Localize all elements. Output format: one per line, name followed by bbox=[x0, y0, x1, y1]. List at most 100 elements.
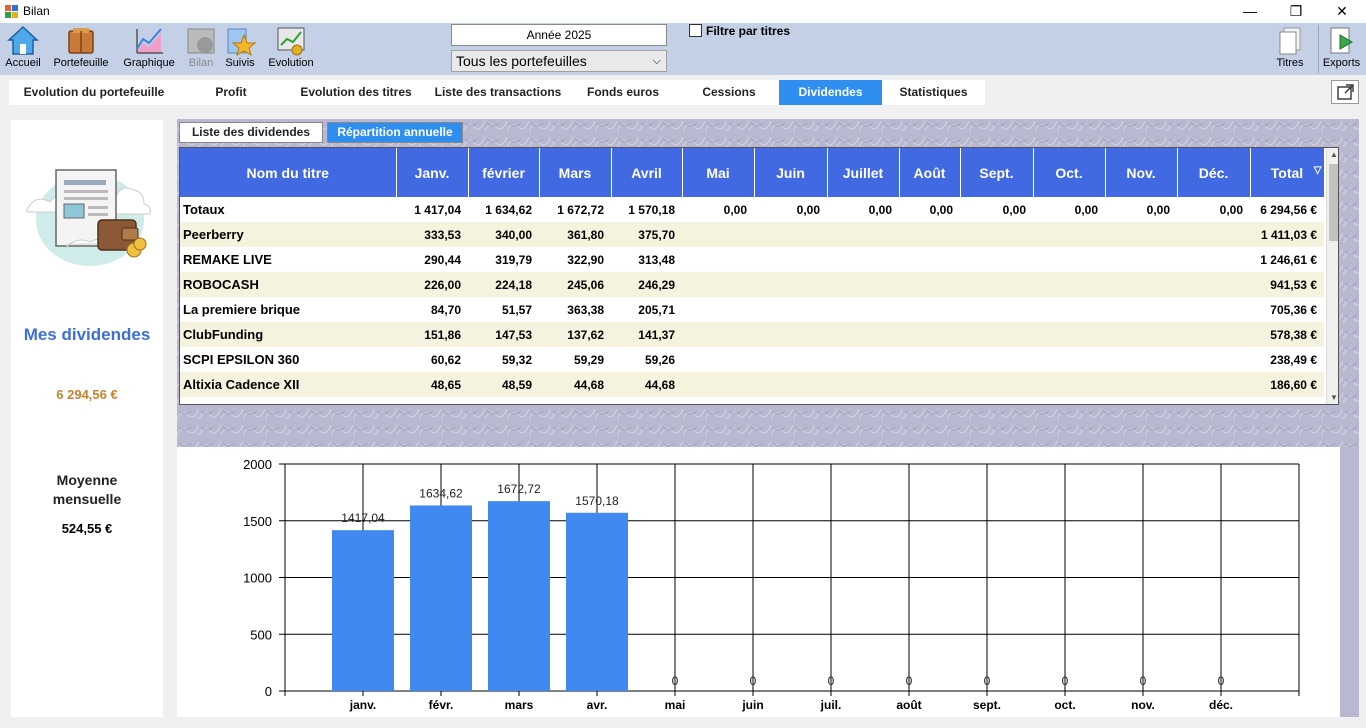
exports-button[interactable]: Exports bbox=[1318, 25, 1364, 73]
amount-cell bbox=[960, 247, 1033, 272]
table-row[interactable]: ClubFunding 151,86 147,53 137,62 141,37 578,3… bbox=[180, 322, 1324, 347]
amount-cell: 0,00 bbox=[868, 202, 892, 217]
column-header[interactable]: Mai bbox=[682, 148, 755, 197]
tab-statistiques[interactable]: Statistiques bbox=[899, 85, 968, 99]
column-header[interactable]: Août bbox=[899, 148, 961, 197]
column-header-label: février bbox=[482, 164, 525, 181]
tab-cessions[interactable]: Cessions bbox=[702, 85, 756, 99]
scroll-down-icon[interactable]: ▼ bbox=[1330, 393, 1338, 402]
evolution-button[interactable]: Evolution bbox=[264, 25, 318, 73]
home-icon bbox=[7, 25, 39, 55]
portfolio-dropdown[interactable]: Tous les portefeuilles ⌵ bbox=[451, 50, 667, 72]
popout-button[interactable] bbox=[1331, 80, 1359, 104]
amount-cell bbox=[1177, 322, 1250, 347]
bar-value-label: 1634,62 bbox=[419, 486, 463, 500]
table-vertical-scrollbar[interactable]: ▲ ▼ bbox=[1326, 148, 1338, 404]
amount-cell bbox=[899, 272, 960, 297]
portefeuille-label: Portefeuille bbox=[53, 57, 109, 69]
amount-cell: 0,00 bbox=[723, 202, 747, 217]
amount-cell bbox=[1177, 372, 1250, 397]
column-header[interactable]: Oct. bbox=[1033, 148, 1106, 197]
suivis-button[interactable]: Suivis bbox=[222, 25, 258, 73]
column-header[interactable]: Juillet bbox=[827, 148, 900, 197]
amount-cell bbox=[960, 372, 1033, 397]
amount-cell bbox=[960, 297, 1033, 322]
amount-cell bbox=[827, 322, 899, 347]
security-name-cell: Peerberry bbox=[180, 222, 396, 247]
amount-cell: 333,53 bbox=[396, 222, 468, 247]
table-row[interactable]: Totaux 1 417,04 1 634,62 1 672,72 1 570,18 0,… bbox=[180, 197, 1324, 222]
y-tick-label: 0 bbox=[265, 684, 272, 699]
amount-cell: 0,00 bbox=[1002, 202, 1026, 217]
table-row[interactable]: Peerberry 333,53 340,00 361,80 375,70 1 411,0… bbox=[180, 222, 1324, 247]
amount-cell bbox=[1105, 322, 1177, 347]
amount-cell: 1 570,18 bbox=[628, 202, 675, 217]
bar-value-label: 1570,18 bbox=[575, 494, 619, 508]
amount-cell: 44,68 bbox=[539, 372, 611, 397]
table-row[interactable]: SCPI EPSILON 360 60,62 59,32 59,29 59,26 238,… bbox=[180, 347, 1324, 372]
checkbox-box[interactable] bbox=[689, 24, 702, 37]
column-header[interactable]: Total ▽ bbox=[1250, 148, 1325, 197]
tab-liste-transactions[interactable]: Liste des transactions bbox=[434, 85, 562, 99]
amount-cell bbox=[1033, 347, 1105, 372]
amount-cell bbox=[754, 272, 827, 297]
amount-cell bbox=[899, 372, 960, 397]
scroll-up-icon[interactable]: ▲ bbox=[1330, 150, 1338, 159]
column-header[interactable]: Avril bbox=[611, 148, 683, 197]
maximize-button[interactable]: ❐ bbox=[1289, 3, 1303, 19]
subtab-liste-dividendes[interactable]: Liste des dividendes bbox=[179, 122, 323, 143]
security-name-cell: ClubFunding bbox=[180, 322, 396, 347]
amount-cell bbox=[1177, 297, 1250, 322]
amount-cell bbox=[1033, 272, 1105, 297]
column-header[interactable]: Juin bbox=[754, 148, 828, 197]
amount-cell bbox=[827, 297, 899, 322]
accueil-button[interactable]: Accueil bbox=[3, 25, 43, 73]
total-dividends-value: 6 294,56 € bbox=[56, 387, 118, 402]
graphique-button[interactable]: Graphique bbox=[120, 25, 178, 73]
textured-strip bbox=[1340, 447, 1359, 717]
year-selector[interactable]: Année 2025 bbox=[451, 24, 667, 46]
tab-fonds-euros[interactable]: Fonds euros bbox=[586, 85, 659, 99]
amount-cell bbox=[1105, 247, 1177, 272]
column-header[interactable]: Nom du titre bbox=[180, 148, 397, 197]
portefeuille-button[interactable]: Portefeuille bbox=[50, 25, 112, 73]
amount-cell bbox=[827, 272, 899, 297]
tab-evolution-portefeuille[interactable]: Evolution du portefeuille bbox=[23, 85, 165, 99]
column-header[interactable]: Janv. bbox=[396, 148, 469, 197]
dividends-content-area: Liste des dividendes Répartition annuell… bbox=[177, 119, 1359, 447]
column-header[interactable]: Déc. bbox=[1177, 148, 1251, 197]
column-header[interactable]: Mars bbox=[539, 148, 612, 197]
amount-cell: 84,70 bbox=[430, 302, 461, 317]
table-row[interactable]: ROBOCASH 226,00 224,18 245,06 246,29 941,53 € bbox=[180, 272, 1324, 297]
titres-button[interactable]: Titres bbox=[1272, 25, 1308, 73]
amount-cell bbox=[682, 247, 754, 272]
amount-cell bbox=[1105, 347, 1177, 372]
column-header-label: Janv. bbox=[414, 164, 450, 181]
close-button[interactable]: ✕ bbox=[1336, 3, 1348, 19]
bar-value-label: 0 bbox=[672, 674, 679, 688]
tab-evolution-titres[interactable]: Evolution des titres bbox=[300, 85, 412, 99]
accueil-label: Accueil bbox=[5, 57, 41, 69]
table-row[interactable]: La premiere brique 84,70 51,57 363,38 205,71… bbox=[180, 297, 1324, 322]
table-row[interactable]: Altixia Cadence XII 48,65 48,59 44,68 44,68 1… bbox=[180, 372, 1324, 397]
column-header[interactable]: février bbox=[468, 148, 540, 197]
filtre-par-titres-checkbox[interactable]: Filtre par titres bbox=[689, 24, 790, 38]
x-tick-label: déc. bbox=[1209, 698, 1233, 712]
portfolio-icon bbox=[68, 28, 94, 54]
star-icon bbox=[227, 28, 256, 56]
column-header[interactable]: Sept. bbox=[960, 148, 1034, 197]
subtab-repartition-annuelle[interactable]: Répartition annuelle bbox=[327, 122, 463, 143]
table-row[interactable]: REMAKE LIVE 290,44 319,79 322,90 313,48 1 246… bbox=[180, 247, 1324, 272]
amount-cell bbox=[1033, 297, 1105, 322]
amount-cell: 137,62 bbox=[539, 322, 611, 347]
amount-cell bbox=[682, 347, 754, 372]
minimize-button[interactable]: — bbox=[1243, 3, 1257, 19]
tab-dividendes[interactable]: Dividendes bbox=[779, 80, 882, 105]
security-name-cell: REMAKE LIVE bbox=[183, 252, 272, 267]
amount-cell: 59,26 bbox=[644, 352, 675, 367]
external-window-icon bbox=[1337, 84, 1354, 100]
scrollbar-thumb[interactable] bbox=[1329, 164, 1338, 241]
amount-cell bbox=[827, 347, 899, 372]
tab-profit[interactable]: Profit bbox=[215, 85, 247, 99]
column-header[interactable]: Nov. bbox=[1105, 148, 1178, 197]
